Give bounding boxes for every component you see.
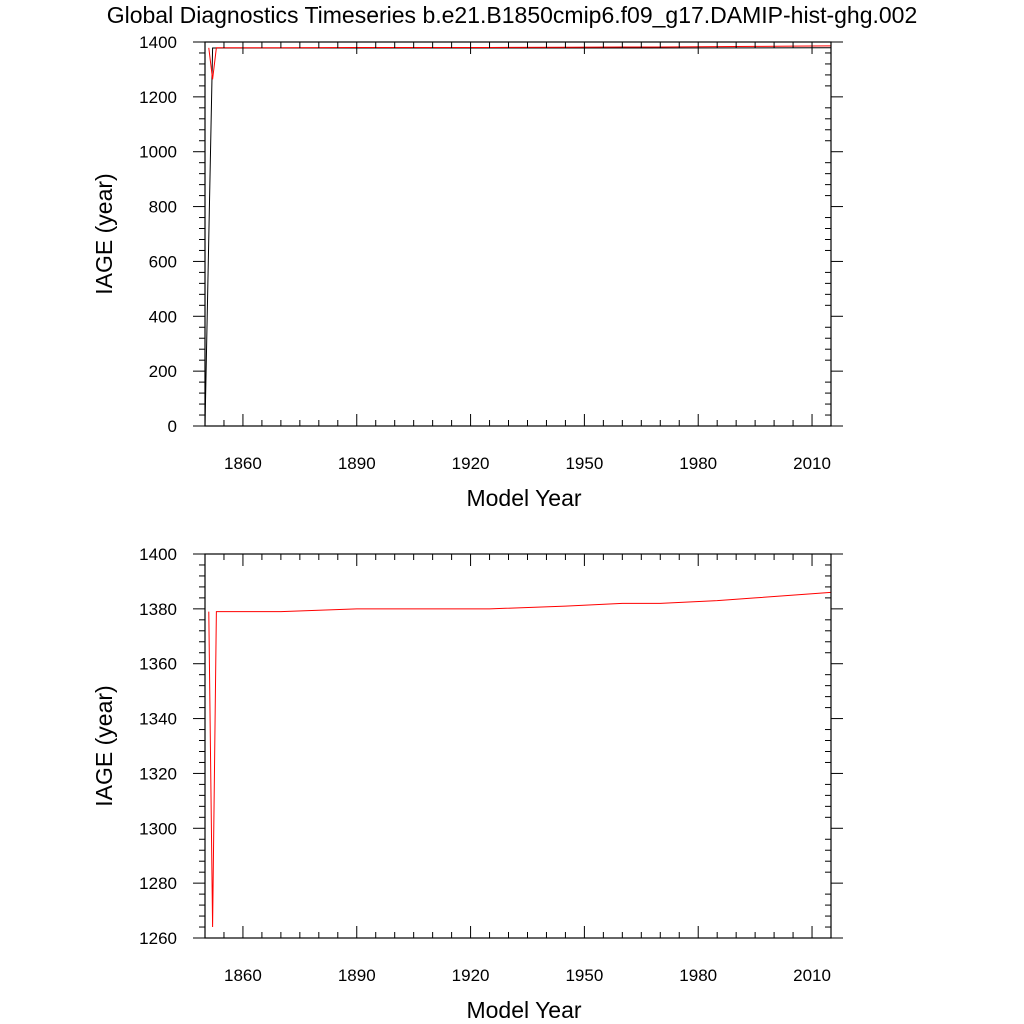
x-tick-label: 1890 <box>338 454 376 473</box>
x-tick-label: 1890 <box>338 966 376 985</box>
series-line-1 <box>205 47 831 426</box>
y-axis-label: IAGE (year) <box>91 685 117 806</box>
y-tick-label: 1260 <box>139 929 177 948</box>
x-tick-label: 1860 <box>224 454 262 473</box>
y-tick-label: 1300 <box>139 819 177 838</box>
x-axis-label: Model Year <box>466 485 581 511</box>
y-tick-label: 1280 <box>139 874 177 893</box>
y-tick-label: 1200 <box>139 88 177 107</box>
plot-frame <box>204 553 832 939</box>
y-axis-label: IAGE (year) <box>91 173 117 294</box>
x-tick-label: 2010 <box>793 966 831 985</box>
x-tick-label: 1950 <box>565 966 603 985</box>
y-tick-label: 200 <box>149 362 177 381</box>
y-tick-label: 1380 <box>139 600 177 619</box>
series-line-1 <box>208 591 831 928</box>
y-tick-label: 1320 <box>139 764 177 783</box>
x-tick-label: 1920 <box>452 454 490 473</box>
y-tick-label: 1000 <box>139 143 177 162</box>
x-axis-label: Model Year <box>466 997 581 1023</box>
y-tick-label: 1360 <box>139 655 177 674</box>
y-tick-label: 400 <box>149 307 177 326</box>
y-tick-label: 1400 <box>139 33 177 52</box>
x-tick-label: 1920 <box>452 966 490 985</box>
y-tick-label: 800 <box>149 198 177 217</box>
x-tick-label: 1980 <box>679 966 717 985</box>
plot-frame <box>204 41 832 427</box>
y-tick-label: 1340 <box>139 710 177 729</box>
y-tick-label: 0 <box>168 417 177 436</box>
series-line-2 <box>208 45 831 80</box>
x-tick-label: 1980 <box>679 454 717 473</box>
x-tick-label: 1950 <box>565 454 603 473</box>
figure-title: Global Diagnostics Timeseries b.e21.B185… <box>106 2 918 28</box>
chart-2: 1860 1890 1920 1950 1980 2010 1260 1280 1300 1320… <box>91 545 843 1023</box>
chart-1: 1860 1890 1920 1950 1980 2010 0 200 400 600 800 100… <box>91 33 843 511</box>
x-tick-label: 2010 <box>793 454 831 473</box>
x-tick-label: 1860 <box>224 966 262 985</box>
y-tick-label: 600 <box>149 252 177 271</box>
y-tick-label: 1400 <box>139 545 177 564</box>
